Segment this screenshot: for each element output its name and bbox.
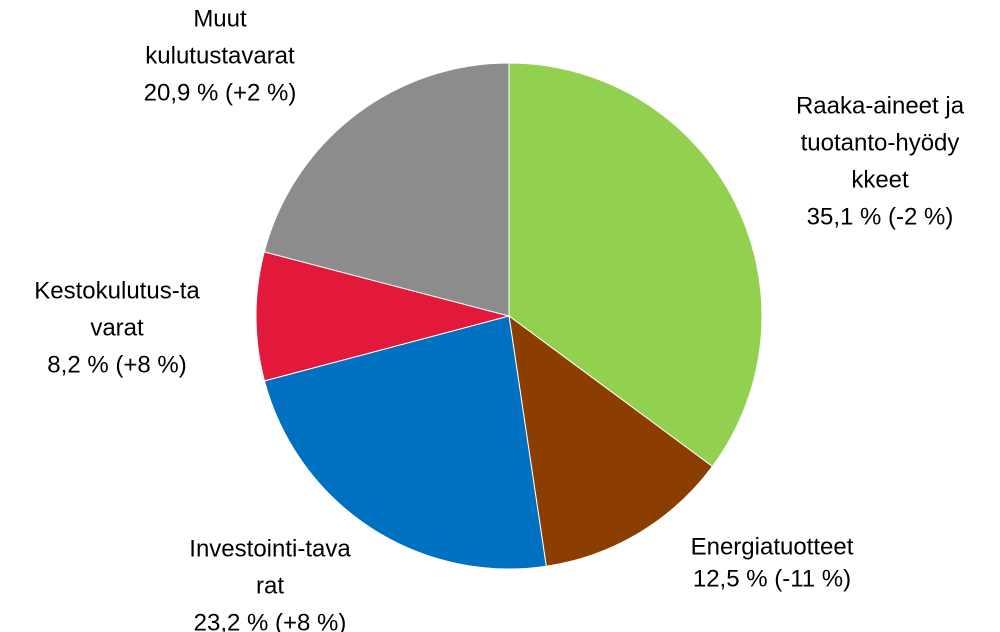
value-label: 35,1 % (-2 %) xyxy=(807,203,954,230)
pie-slice xyxy=(508,314,714,567)
slice-label: rat xyxy=(256,572,284,599)
pie-slice xyxy=(255,251,511,382)
slice-label: Kestokulutus-ta xyxy=(34,277,200,304)
slice-label: Investointi-tava xyxy=(189,535,351,562)
slice-label: tuotanto-hyödy xyxy=(801,129,960,156)
value-label: 8,2 % (+8 %) xyxy=(47,351,186,378)
slice-label: Energiatuotteet xyxy=(691,533,854,560)
slice-label: Raaka-aineet ja xyxy=(796,92,965,119)
value-label: 23,2 % (+8 %) xyxy=(194,609,347,632)
pie-slice xyxy=(508,62,763,468)
value-label: 20,9 % (+2 %) xyxy=(144,79,297,106)
value-label: 12,5 % (-11 %) xyxy=(693,565,851,592)
pie-slice xyxy=(263,62,510,317)
pie-slice xyxy=(263,315,547,570)
slice-label: kulutustavarat xyxy=(145,42,295,69)
slice-label: varat xyxy=(90,314,144,341)
slice-label: kkeet xyxy=(851,166,909,193)
slice-label: Muut xyxy=(193,5,247,32)
